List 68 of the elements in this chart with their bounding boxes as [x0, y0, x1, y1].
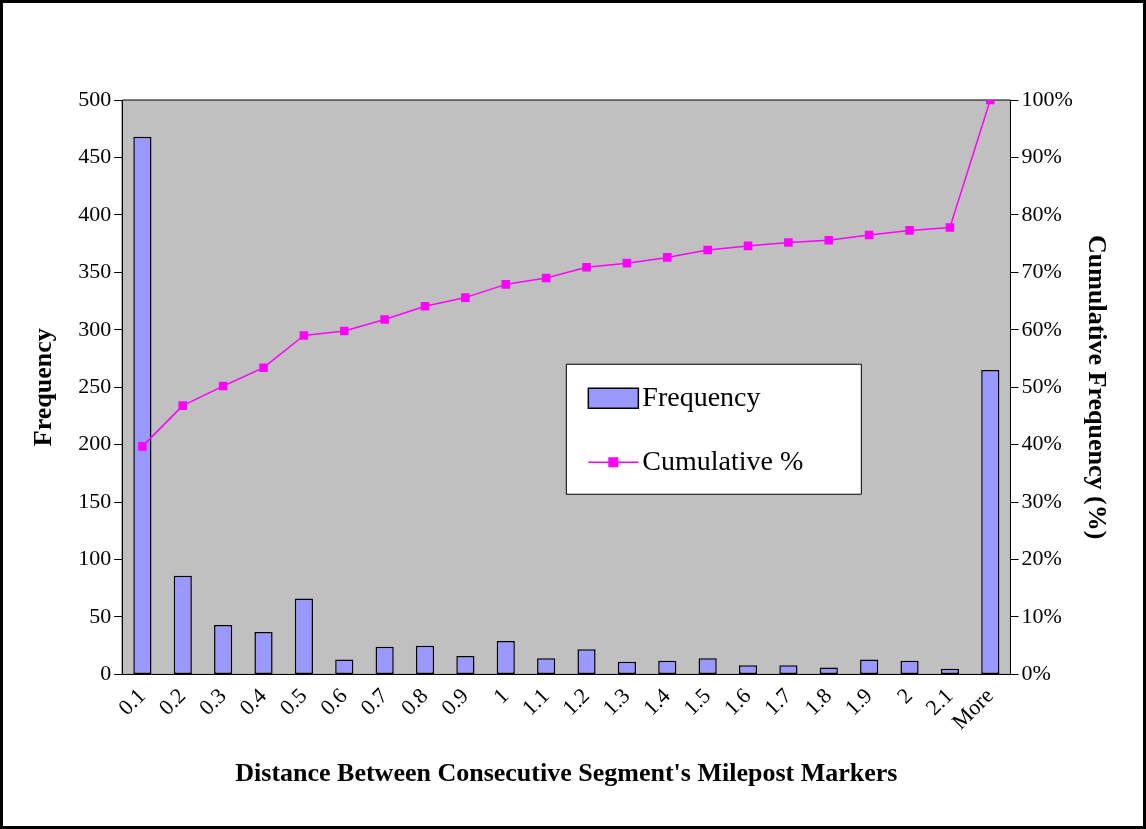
point	[905, 226, 914, 235]
x-axis-title: Distance Between Consecutive Segment's Milepost Markers	[235, 758, 898, 788]
point	[662, 253, 672, 262]
y2-tick-label: 20%	[1021, 545, 1062, 571]
y2-tick-label: 90%	[1021, 143, 1062, 169]
point	[218, 381, 228, 391]
x-tick-label: 0.8	[395, 682, 433, 720]
x-tick-label: 0.6	[314, 682, 352, 720]
point	[259, 363, 268, 372]
x-tick-label: 2	[891, 682, 918, 709]
y2-tick-label: 30%	[1021, 487, 1062, 513]
point	[541, 273, 551, 283]
legend-label: Frequency	[642, 380, 761, 412]
y2-tick-label: 10%	[1021, 602, 1062, 628]
point	[864, 230, 874, 240]
x-tick-label: 1.9	[839, 682, 877, 720]
y-axis-title: Frequency	[28, 328, 58, 447]
legend-label: Cumulative %	[642, 444, 804, 476]
x-tick-label: 1.3	[597, 682, 635, 720]
y2-tick-label: 0%	[1021, 660, 1051, 686]
point	[622, 258, 632, 268]
y2-tick-label: 50%	[1021, 373, 1062, 398]
point	[501, 280, 511, 289]
point	[420, 301, 430, 311]
x-tick-label: 0.4	[234, 682, 272, 720]
y-tick-label: 150	[78, 487, 112, 513]
x-tick-label: 0.7	[355, 682, 393, 720]
y2-tick-label: 80%	[1021, 200, 1062, 226]
point	[824, 235, 834, 245]
y-tick-label: 500	[78, 85, 112, 111]
x-tick-label: 1.2	[557, 682, 595, 720]
point	[945, 223, 955, 232]
y2-tick-label: 70%	[1021, 258, 1062, 284]
point	[582, 262, 591, 272]
point	[380, 315, 389, 324]
x-tick-label: 1.4	[637, 682, 675, 720]
y-tick-label: 350	[78, 258, 112, 284]
x-tick-label: 1.7	[758, 682, 797, 720]
x-tick-label: 0.2	[153, 682, 191, 720]
point	[784, 238, 793, 247]
point	[339, 326, 349, 336]
y2-tick-label: 60%	[1021, 315, 1062, 341]
y-tick-label: 100	[78, 545, 112, 571]
point	[461, 293, 470, 302]
point	[178, 401, 188, 410]
y-tick-label: 0	[100, 660, 112, 686]
y2-tick-label: 40%	[1021, 430, 1062, 456]
y-tick-label: 250	[78, 373, 112, 398]
point	[138, 442, 147, 451]
x-tick-label: 1.1	[516, 682, 554, 720]
x-tick-label: 0.9	[435, 682, 474, 720]
y-tick-label: 200	[78, 430, 112, 456]
x-tick-label: 0.5	[274, 682, 312, 720]
point	[299, 331, 309, 340]
y2-axis-title: Cumulative Frequency (%)	[1082, 235, 1112, 540]
x-tick-label: 1.6	[718, 682, 756, 720]
y-tick-label: 300	[78, 315, 112, 341]
y-tick-label: 450	[78, 143, 112, 169]
point	[703, 245, 712, 255]
x-tick-label: 0.1	[112, 682, 151, 720]
x-tick-label: 0.3	[193, 682, 231, 720]
y-tick-label: 50	[89, 602, 112, 628]
point	[743, 241, 753, 251]
y-tick-label: 400	[78, 200, 112, 226]
x-tick-label: 1.5	[678, 682, 716, 720]
x-tick-label: 1.8	[799, 682, 837, 720]
x-tick-label: 1	[487, 682, 514, 709]
y2-tick-label: 100%	[1021, 85, 1073, 111]
